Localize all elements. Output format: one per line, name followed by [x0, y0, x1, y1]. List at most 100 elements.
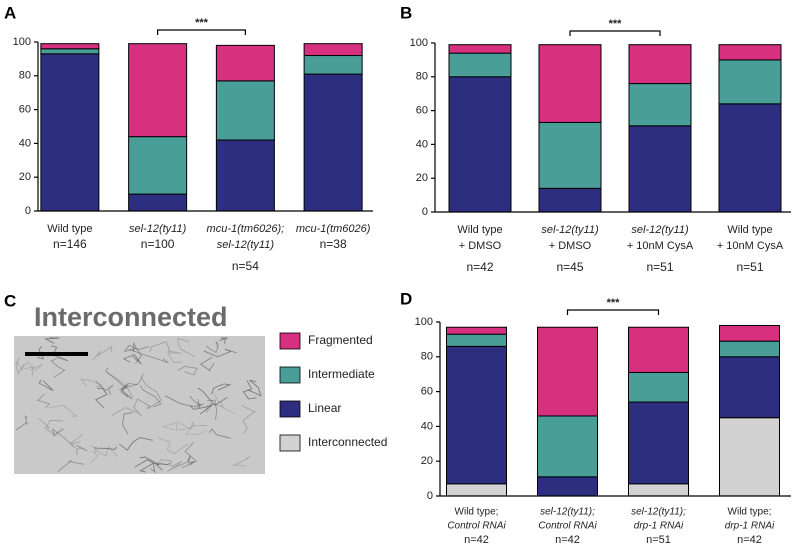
x-tick-label: sel-12(ty11);: [631, 507, 686, 518]
bar-segment: [628, 483, 689, 497]
x-tick-label: sel-12(ty11): [541, 224, 599, 236]
filament: [203, 348, 238, 358]
bar-segment: [628, 401, 689, 485]
x-tick-label: + 10nM CysA: [627, 240, 694, 252]
y-tick-label: 20: [19, 171, 31, 183]
y-tick-label: 0: [427, 490, 433, 502]
filament: [111, 407, 138, 416]
bar-segment: [40, 53, 100, 212]
bar-segment: [537, 326, 598, 417]
image-title: Interconnected: [34, 302, 228, 332]
bar-segment: [128, 193, 188, 212]
x-tick-label: + 10nM CysA: [717, 240, 784, 252]
x-tick-label: sel-12(ty11): [217, 239, 275, 251]
filament: [134, 459, 155, 473]
bar-segment: [719, 324, 780, 342]
filament: [95, 380, 114, 396]
x-tick-label: mcu-1(tm6026): [296, 223, 371, 235]
bar-segment: [448, 44, 512, 54]
bar-segment: [719, 340, 780, 358]
significance-bracket: [157, 29, 246, 35]
legend-label: Interconnected: [308, 435, 387, 449]
y-tick-label: 40: [421, 420, 433, 432]
sample-size: n=42: [466, 260, 493, 274]
filament: [157, 459, 183, 467]
bar-segment: [628, 371, 689, 403]
significance-label: ***: [609, 18, 623, 30]
filament: [43, 427, 63, 437]
bar-segment: [128, 136, 188, 195]
filament: [207, 399, 218, 420]
filament: [52, 428, 76, 449]
filament: [75, 444, 88, 455]
filament: [213, 392, 235, 415]
y-tick-label: 60: [19, 104, 31, 116]
bar-segment: [303, 55, 363, 75]
bar-segment: [303, 43, 363, 57]
filament: [122, 412, 133, 435]
y-tick-label: 100: [415, 316, 433, 328]
x-tick-label: sel-12(ty11): [129, 223, 187, 235]
panel-label: A: [4, 3, 16, 22]
bar-segment: [718, 103, 782, 213]
filament: [37, 345, 45, 360]
filament: [94, 446, 118, 450]
filament: [175, 423, 208, 431]
micrograph: [14, 336, 265, 474]
filament: [122, 354, 142, 365]
filament: [140, 377, 162, 410]
significance-label: ***: [195, 17, 209, 29]
bar-segment: [628, 83, 692, 127]
x-tick-label: drp-1 RNAi: [725, 521, 775, 532]
y-tick-label: 100: [13, 36, 31, 48]
filament: [90, 444, 118, 457]
bar-segment: [128, 43, 188, 138]
filament: [181, 441, 198, 469]
y-tick-label: 80: [19, 70, 31, 82]
filament: [186, 455, 195, 466]
bar-segment: [446, 483, 507, 497]
filament: [120, 384, 133, 400]
y-tick-label: 60: [421, 386, 433, 398]
sample-size: n=146: [53, 237, 87, 251]
filament: [129, 348, 169, 364]
significance-label: ***: [607, 297, 621, 309]
filament: [167, 461, 188, 472]
bar-segment: [40, 43, 100, 50]
filament: [242, 380, 257, 400]
filament: [139, 385, 162, 408]
x-tick-label: Control RNAi: [538, 521, 597, 532]
filament: [15, 357, 25, 375]
bar-segment: [628, 125, 692, 213]
x-tick-label: sel-12(ty11): [631, 224, 689, 236]
sample-size: n=38: [320, 237, 347, 251]
x-tick-label: + DMSO: [459, 240, 502, 252]
filament: [232, 455, 251, 467]
filament: [189, 395, 205, 407]
y-tick-label: 60: [416, 105, 428, 117]
bar-segment: [537, 415, 598, 478]
legend-swatch: [279, 332, 301, 350]
x-tick-label: mcu-1(tm6026);: [207, 223, 285, 235]
bar-segment: [718, 44, 782, 61]
sample-size: n=42: [737, 534, 762, 546]
bar-segment: [719, 417, 780, 497]
legend-swatch: [279, 400, 301, 418]
y-tick-label: 80: [421, 351, 433, 363]
bar-segment: [718, 59, 782, 105]
micrograph-background: [14, 336, 265, 474]
bar-segment: [215, 44, 275, 82]
bar-segment: [538, 121, 602, 189]
filament: [205, 340, 219, 354]
filament: [57, 459, 85, 473]
filament: [157, 437, 189, 455]
filament: [89, 447, 99, 464]
sample-size: n=100: [141, 237, 175, 251]
y-tick-label: 80: [416, 71, 428, 83]
filament: [177, 337, 195, 358]
sample-size: n=51: [736, 260, 763, 274]
filament: [177, 365, 198, 376]
filament: [211, 383, 232, 395]
significance-bracket: [566, 309, 660, 315]
